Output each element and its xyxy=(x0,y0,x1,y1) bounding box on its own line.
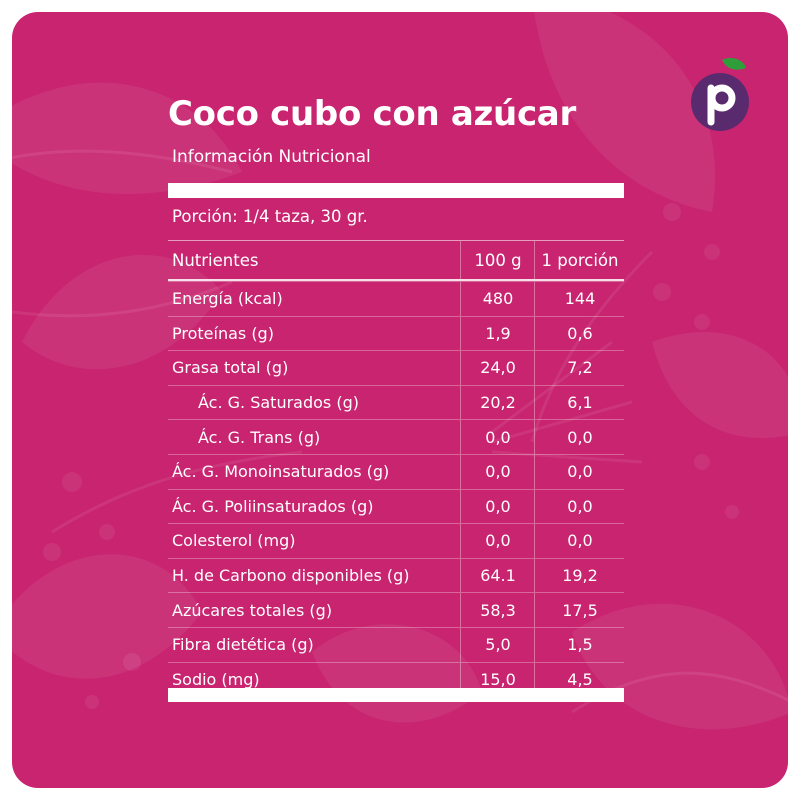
value-per-100g: 1,9 xyxy=(460,316,535,351)
table-row: Ác. G. Poliinsaturados (g) 0,0 0,0 xyxy=(168,488,625,524)
nutrient-name: H. de Carbono disponibles (g) xyxy=(172,566,410,586)
value-per-portion: 4,5 xyxy=(534,662,625,697)
table-row: Proteínas (g) 1,9 0,6 xyxy=(168,315,625,351)
value-per-100g: 0,0 xyxy=(460,454,535,489)
nutrition-card: Coco cubo con azúcar Información Nutrici… xyxy=(12,12,788,788)
table-header-row: Nutrientes 100 g 1 porción xyxy=(168,240,624,281)
nutrient-name: Energía (kcal) xyxy=(172,289,283,309)
value-per-portion: 144 xyxy=(534,282,625,316)
nutrient-name: Proteínas (g) xyxy=(172,323,274,343)
table-row: Colesterol (mg) 0,0 0,0 xyxy=(168,523,624,558)
table-row: Grasa total (g) 24,0 7,2 xyxy=(168,350,624,385)
page-subtitle: Información Nutricional xyxy=(172,147,371,167)
value-per-portion: 19,2 xyxy=(534,558,625,593)
nutrient-name: Ác. G. Poliinsaturados (g) xyxy=(172,496,374,516)
value-per-100g: 0,0 xyxy=(460,489,535,524)
botanical-background-pattern xyxy=(12,12,788,730)
value-per-portion: 6,1 xyxy=(534,385,625,420)
value-per-portion: 0,6 xyxy=(534,316,625,351)
table-top-bar xyxy=(168,183,624,198)
table-row: Ác. G. Trans (g) 0,0 0,0 xyxy=(168,419,624,454)
value-per-100g: 15,0 xyxy=(460,662,535,697)
table-row: H. de Carbono disponibles (g) 64.1 19,2 xyxy=(168,557,625,593)
header-per-100g: 100 g xyxy=(460,241,535,279)
nutrient-name: Fibra dietética (g) xyxy=(172,635,314,655)
header-per-portion: 1 porción xyxy=(534,241,625,279)
value-per-100g: 0,0 xyxy=(460,420,535,454)
value-per-portion: 1,5 xyxy=(534,627,625,662)
value-per-portion: 0,0 xyxy=(534,489,625,524)
value-per-100g: 480 xyxy=(460,282,535,316)
table-row: Energía (kcal) 480 144 xyxy=(168,281,624,316)
plum-logo-icon xyxy=(691,57,749,131)
value-per-100g: 0,0 xyxy=(460,524,535,558)
nutrient-name: Sodio (mg) xyxy=(172,669,260,689)
nutrient-name: Ác. G. Monoinsaturados (g) xyxy=(172,462,390,482)
value-per-portion: 0,0 xyxy=(534,454,625,489)
nutrient-name: Ác. G. Saturados (g) xyxy=(198,393,359,413)
nutrient-name: Grasa total (g) xyxy=(172,358,289,378)
table-row: Ác. G. Monoinsaturados (g) 0,0 0,0 xyxy=(168,453,625,489)
value-per-portion: 7,2 xyxy=(534,351,625,385)
value-per-100g: 5,0 xyxy=(460,627,535,662)
value-per-100g: 20,2 xyxy=(460,385,535,420)
table-row: Fibra dietética (g) 5,0 1,5 xyxy=(168,626,625,662)
value-per-100g: 64.1 xyxy=(460,558,535,593)
portion-size: Porción: 1/4 taza, 30 gr. xyxy=(172,207,368,226)
page-title: Coco cubo con azúcar xyxy=(168,94,576,134)
value-per-portion: 17,5 xyxy=(534,593,625,627)
nutrient-name: Ác. G. Trans (g) xyxy=(198,427,321,447)
value-per-portion: 0,0 xyxy=(534,420,625,454)
header-nutrient: Nutrientes xyxy=(172,250,259,270)
nutrient-name: Azúcares totales (g) xyxy=(172,600,333,620)
table-bottom-bar xyxy=(168,688,624,702)
value-per-100g: 58,3 xyxy=(460,593,535,627)
table-row: Sodio (mg) 15,0 4,5 xyxy=(168,661,625,697)
table-row: Azúcares totales (g) 58,3 17,5 xyxy=(168,592,624,627)
table-row: Ác. G. Saturados (g) 20,2 6,1 xyxy=(168,384,625,420)
value-per-100g: 24,0 xyxy=(460,351,535,385)
nutrient-name: Colesterol (mg) xyxy=(172,531,296,551)
nutrition-table: Nutrientes 100 g 1 porción Energía (kcal… xyxy=(168,240,625,697)
value-per-portion: 0,0 xyxy=(534,524,625,558)
